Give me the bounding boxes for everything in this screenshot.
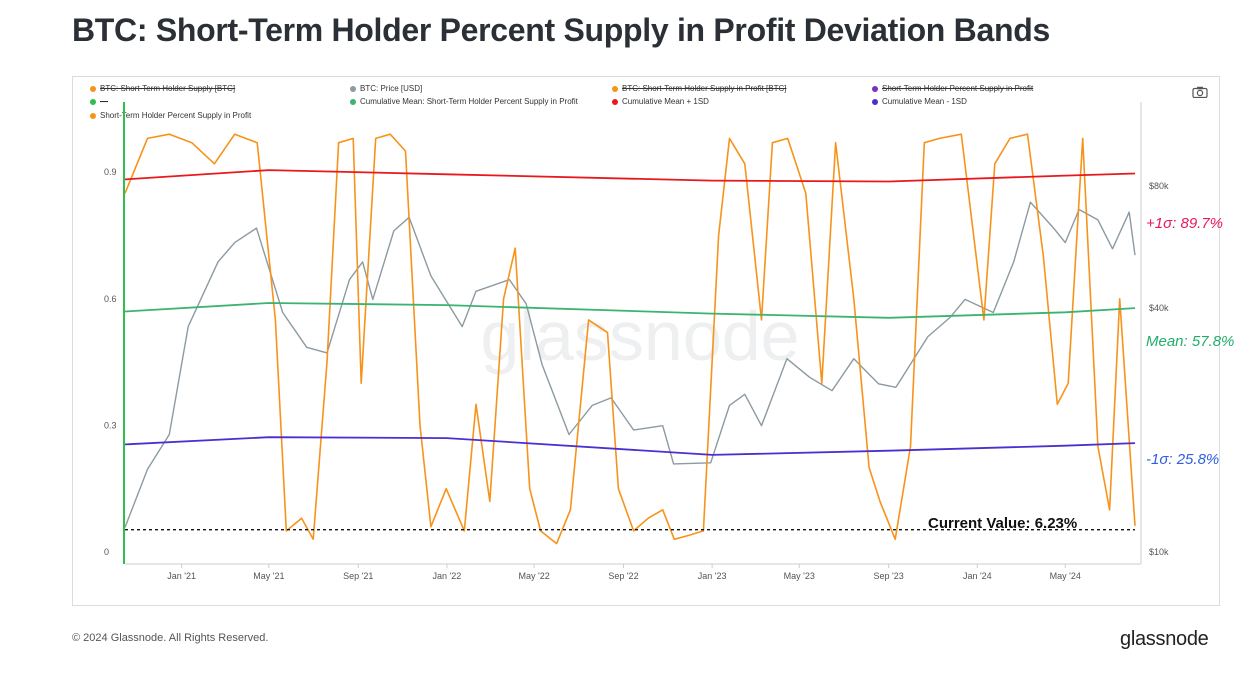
legend-swatch bbox=[90, 98, 96, 105]
footer-brand-logo[interactable]: glassnode bbox=[1120, 628, 1209, 650]
legend-swatch bbox=[612, 85, 618, 92]
legend-label: BTC: Short-Term Holder Supply in Profit … bbox=[622, 84, 787, 93]
legend-item[interactable]: BTC: Price [USD] bbox=[350, 84, 422, 93]
legend-item[interactable]: Short-Term Holder Percent Supply in Prof… bbox=[872, 84, 1033, 93]
legend-swatch bbox=[872, 98, 878, 105]
legend-label: --- bbox=[100, 97, 108, 106]
legend-swatch bbox=[872, 85, 878, 92]
legend-swatch bbox=[90, 112, 96, 119]
page-title: BTC: Short-Term Holder Percent Supply in… bbox=[72, 12, 1050, 48]
legend-label: Cumulative Mean - 1SD bbox=[882, 97, 967, 106]
legend-item[interactable]: Cumulative Mean - 1SD bbox=[872, 97, 967, 106]
legend-swatch bbox=[350, 85, 356, 92]
legend-item[interactable]: Short-Term Holder Percent Supply in Prof… bbox=[90, 111, 251, 120]
legend-swatch bbox=[612, 98, 618, 105]
chart-frame bbox=[72, 76, 1220, 606]
legend-item[interactable]: BTC: Short-Term Holder Supply [BTC] bbox=[90, 84, 235, 93]
legend-item[interactable]: BTC: Short-Term Holder Supply in Profit … bbox=[612, 84, 787, 93]
legend-label: Short-Term Holder Percent Supply in Prof… bbox=[100, 111, 252, 120]
camera-icon[interactable] bbox=[1192, 86, 1208, 98]
legend-swatch bbox=[90, 85, 96, 92]
legend-label: BTC: Short-Term Holder Supply [BTC] bbox=[100, 84, 236, 93]
legend-item[interactable]: --- bbox=[90, 97, 108, 106]
legend-swatch bbox=[350, 98, 356, 105]
legend-label: Cumulative Mean + 1SD bbox=[622, 97, 709, 106]
legend-label: Short-Term Holder Percent Supply in Prof… bbox=[882, 84, 1034, 93]
legend-label: Cumulative Mean: Short-Term Holder Perce… bbox=[360, 97, 578, 106]
footer-copyright: © 2024 Glassnode. All Rights Reserved. bbox=[72, 632, 269, 644]
legend-label: BTC: Price [USD] bbox=[360, 84, 423, 93]
legend-item[interactable]: Cumulative Mean + 1SD bbox=[612, 97, 709, 106]
legend-item[interactable]: Cumulative Mean: Short-Term Holder Perce… bbox=[350, 97, 578, 106]
